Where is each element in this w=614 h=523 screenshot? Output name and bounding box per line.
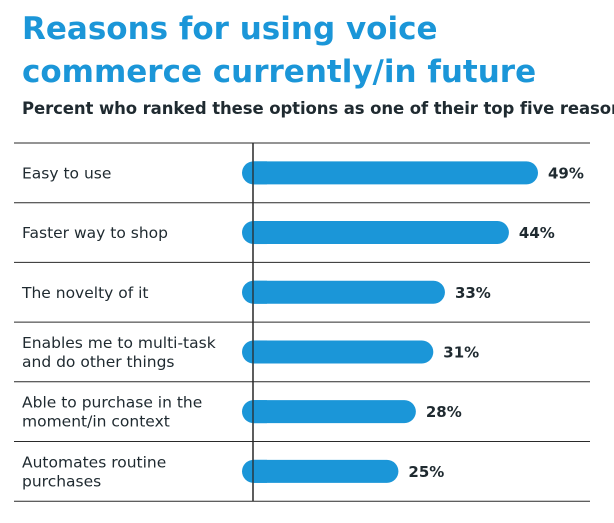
bar — [242, 221, 509, 245]
category-label: The novelty of it — [21, 284, 149, 302]
bar-edge — [253, 221, 267, 245]
bar-edge — [253, 400, 267, 424]
category-label: Faster way to shop — [22, 224, 168, 242]
bar — [242, 400, 416, 424]
data-label: 31% — [443, 343, 479, 361]
chart-subtitle: Percent who ranked these options as one … — [22, 99, 614, 118]
category-label: Easy to use — [22, 164, 111, 182]
bar-edge — [253, 459, 267, 483]
bar-edge — [253, 280, 267, 304]
category-label: Automates routine purchases — [22, 453, 166, 490]
category-label: Able to purchase in the moment/in context — [22, 394, 202, 431]
data-label: 25% — [408, 463, 444, 481]
bar-edge — [253, 161, 267, 185]
bar — [242, 459, 399, 483]
category-label: Enables me to multi-task and do other thi… — [22, 334, 216, 371]
chart-title: Reasons for using voice commerce current… — [22, 11, 537, 90]
bar — [242, 280, 445, 304]
bar — [242, 340, 434, 364]
bar-edge — [253, 340, 267, 364]
data-label: 49% — [548, 164, 584, 182]
data-label: 33% — [455, 284, 491, 302]
data-label: 28% — [426, 403, 462, 421]
bar — [242, 161, 538, 185]
data-label: 44% — [519, 224, 555, 242]
